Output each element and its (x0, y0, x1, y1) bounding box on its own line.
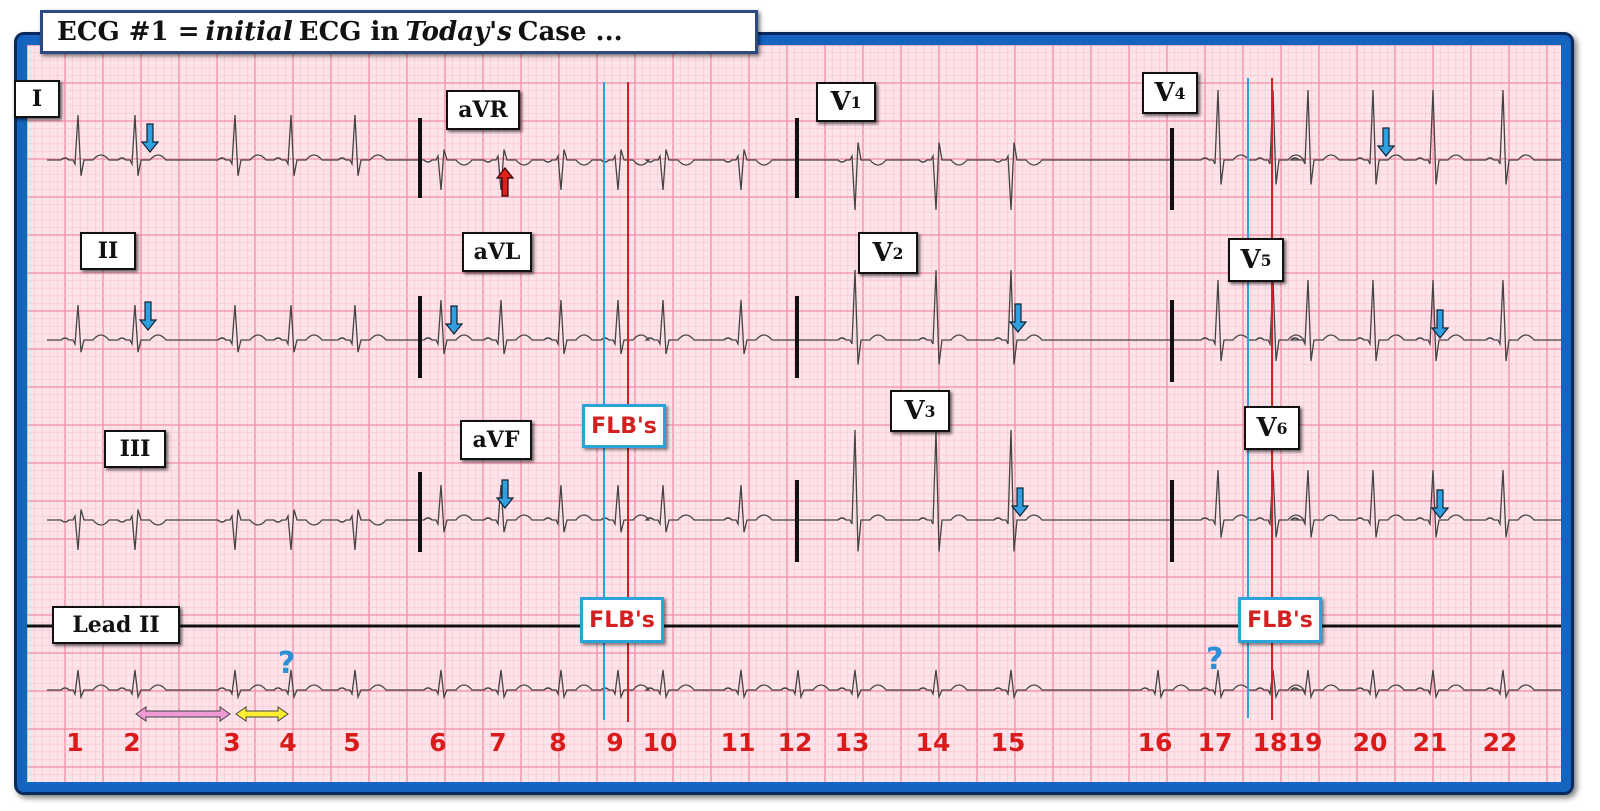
yellow-interval-arrow (235, 706, 289, 722)
lead-label-III: III (104, 430, 166, 468)
blue-down-arrow (138, 301, 158, 331)
trace-rhythm-lead-II (47, 669, 1561, 700)
blue-down-arrow (495, 479, 515, 509)
beat-number-7: 7 (489, 728, 507, 757)
lead-label-I: I (14, 80, 60, 118)
beat-number-21: 21 (1412, 728, 1448, 757)
blue-down-arrow (1430, 489, 1450, 519)
title-italic-2: Today's (405, 17, 512, 47)
beat-number-3: 3 (223, 728, 241, 757)
blue-down-arrow (140, 123, 160, 153)
trace-lead-V4 (1172, 89, 1561, 185)
beat-number-2: 2 (123, 728, 141, 757)
blue-down-arrow (1430, 309, 1450, 339)
title-part-3: Case ... (517, 17, 623, 47)
beat-number-20: 20 (1352, 728, 1388, 757)
trace-lead-V6 (1172, 469, 1561, 538)
beat-number-15: 15 (990, 728, 1026, 757)
flb-label-upper: FLB's (582, 404, 666, 448)
lead-label-aVL: aVL (462, 232, 532, 272)
lead-label-aVF: aVF (460, 420, 532, 460)
beat-number-10: 10 (642, 728, 678, 757)
question-mark-left: ? (278, 646, 296, 681)
trace-lead-V5 (1172, 279, 1561, 362)
flb-label-middle: FLB's (580, 597, 664, 643)
trace-lead-aVR (420, 149, 797, 191)
flb-label-right: FLB's (1238, 597, 1322, 643)
beat-number-6: 6 (429, 728, 447, 757)
beat-number-4: 4 (279, 728, 297, 757)
ecg-traces (27, 78, 1561, 722)
question-mark-right: ? (1206, 642, 1224, 677)
beat-number-18: 18 (1252, 728, 1288, 757)
beat-number-19: 19 (1287, 728, 1323, 757)
lead-label-II: II (80, 232, 136, 270)
blue-down-arrow (1376, 127, 1396, 157)
lead-label-rhythm: Lead II (52, 606, 180, 644)
trace-lead-aVL (420, 299, 797, 355)
ecg-frame: 1 2 3 4 5 6 7 8 9 10 11 12 13 14 15 16 17 18 19 20 21 22 (14, 32, 1574, 795)
trace-lead-I (47, 114, 420, 176)
trace-lead-V3 (797, 429, 1172, 552)
beat-number-8: 8 (549, 728, 567, 757)
blue-down-arrow (444, 305, 464, 335)
title-part-1: ECG #1 = (57, 17, 200, 47)
trace-lead-II (47, 304, 420, 353)
beat-number-1: 1 (66, 728, 84, 757)
ecg-paper: 1 2 3 4 5 6 7 8 9 10 11 12 13 14 15 16 17 18 19 20 21 22 (27, 45, 1561, 782)
trace-lead-aVF (420, 484, 797, 533)
pink-interval-arrow (135, 706, 231, 722)
lead-label-aVR: aVR (446, 90, 520, 130)
beat-number-16: 16 (1137, 728, 1173, 757)
beat-number-22: 22 (1482, 728, 1518, 757)
beat-number-17: 17 (1197, 728, 1233, 757)
blue-down-arrow (1008, 303, 1028, 333)
red-up-arrow (495, 167, 515, 197)
trace-lead-V2 (797, 269, 1172, 365)
beat-number-14: 14 (915, 728, 951, 757)
beat-number-13: 13 (834, 728, 870, 757)
beat-number-9: 9 (606, 728, 624, 757)
trace-lead-V1 (797, 142, 1172, 211)
beat-number-11: 11 (720, 728, 756, 757)
beat-number-12: 12 (777, 728, 813, 757)
title-part-2: ECG in (298, 17, 400, 47)
page-title: ECG #1 = initial ECG in Today's Case ... (40, 10, 758, 54)
beat-number-5: 5 (343, 728, 361, 757)
title-italic-1: initial (205, 17, 293, 47)
blue-down-arrow (1010, 487, 1030, 517)
trace-lead-III (47, 509, 420, 551)
